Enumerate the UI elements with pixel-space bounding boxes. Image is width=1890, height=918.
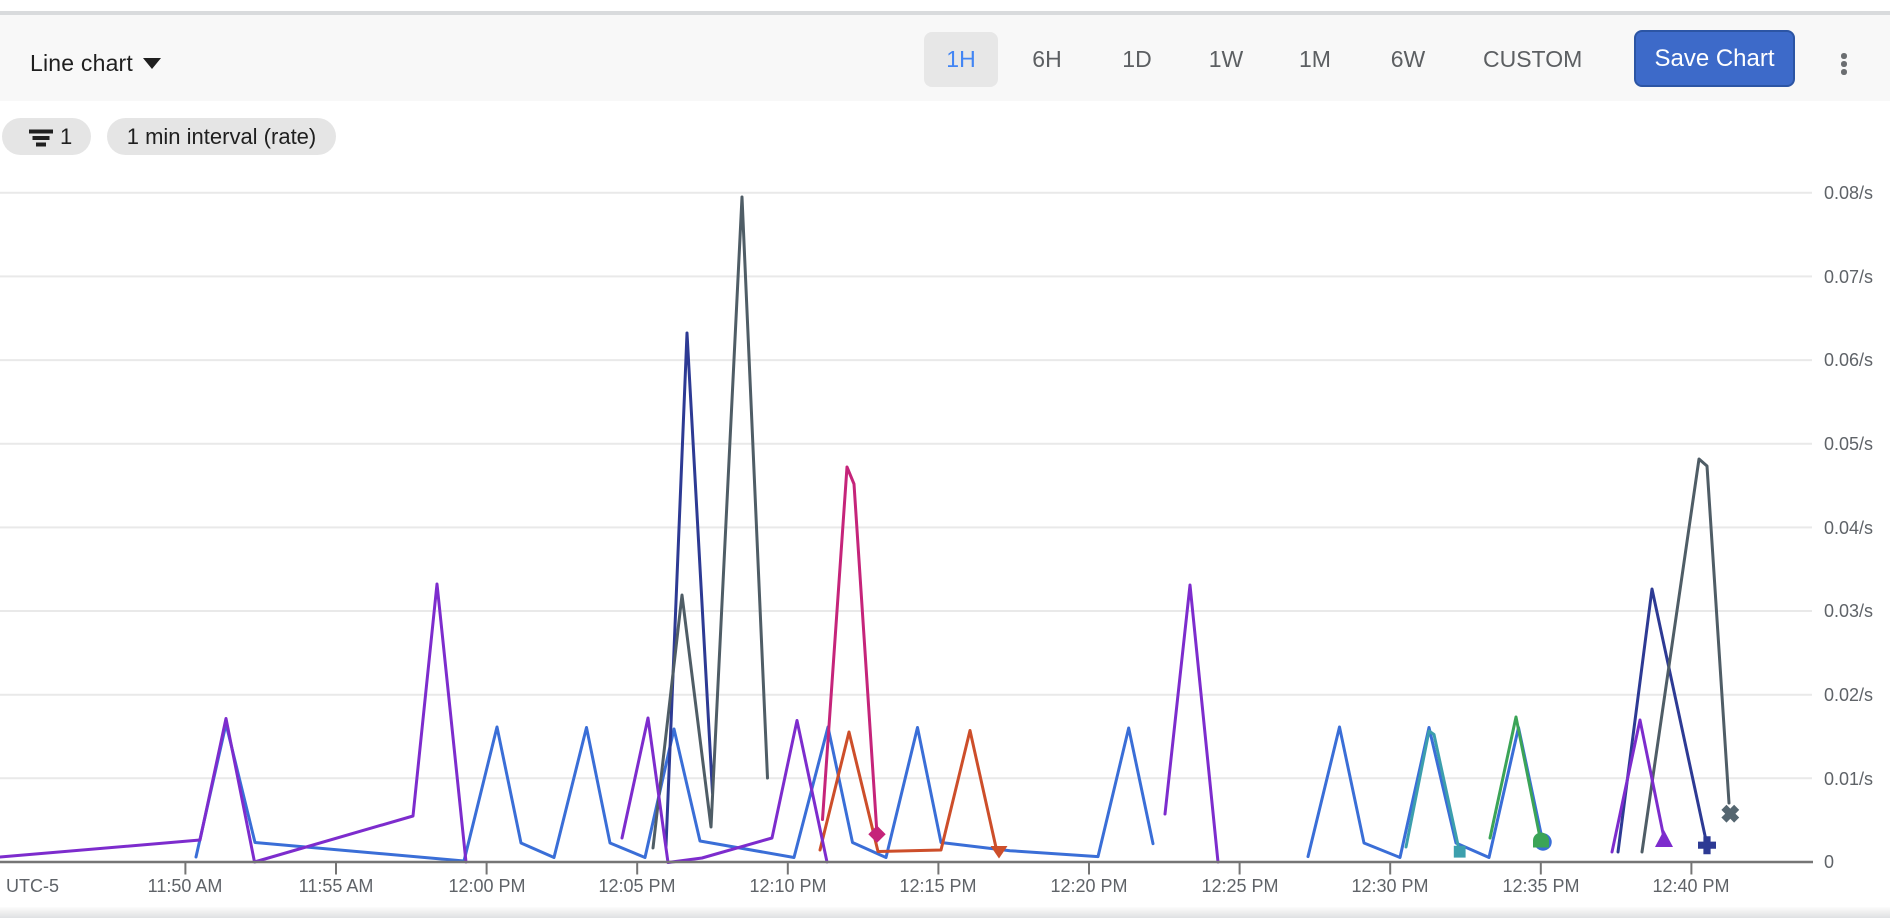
svg-text:11:55 AM: 11:55 AM <box>299 876 374 896</box>
svg-text:12:10 PM: 12:10 PM <box>749 876 826 896</box>
svg-text:12:35 PM: 12:35 PM <box>1502 876 1579 896</box>
svg-text:0.08/s: 0.08/s <box>1824 183 1873 203</box>
svg-text:0.07/s: 0.07/s <box>1824 267 1873 287</box>
svg-text:0.03/s: 0.03/s <box>1824 601 1873 621</box>
svg-text:12:15 PM: 12:15 PM <box>899 876 976 896</box>
svg-text:12:00 PM: 12:00 PM <box>448 876 525 896</box>
svg-text:0.05/s: 0.05/s <box>1824 434 1873 454</box>
svg-text:12:25 PM: 12:25 PM <box>1201 876 1278 896</box>
svg-text:0.01/s: 0.01/s <box>1824 769 1873 789</box>
svg-text:12:20 PM: 12:20 PM <box>1050 876 1127 896</box>
svg-text:11:50 AM: 11:50 AM <box>148 876 223 896</box>
svg-text:0.04/s: 0.04/s <box>1824 518 1873 538</box>
svg-text:12:30 PM: 12:30 PM <box>1351 876 1428 896</box>
svg-text:0.06/s: 0.06/s <box>1824 350 1873 370</box>
svg-text:0.02/s: 0.02/s <box>1824 685 1873 705</box>
svg-text:UTC-5: UTC-5 <box>6 876 59 896</box>
svg-text:0: 0 <box>1824 852 1834 872</box>
svg-text:12:40 PM: 12:40 PM <box>1652 876 1729 896</box>
svg-text:12:05 PM: 12:05 PM <box>598 876 675 896</box>
